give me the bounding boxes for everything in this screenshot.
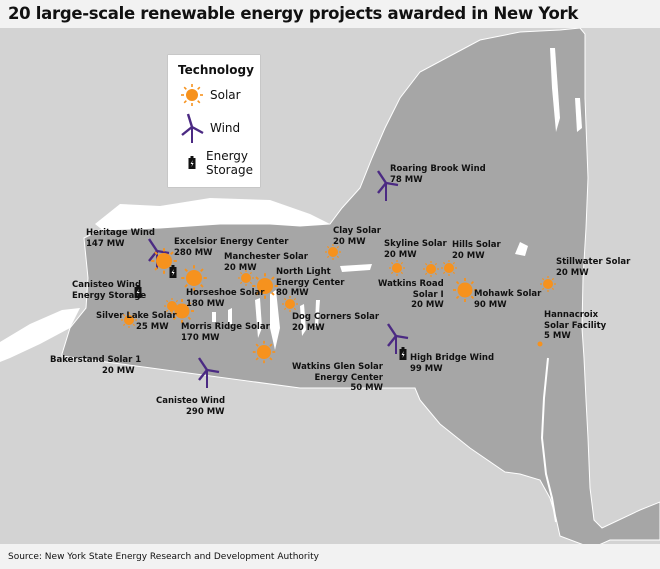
- label-line: Clay Solar: [333, 226, 381, 236]
- label-line: Dog Corners Solar: [292, 312, 380, 322]
- legend-wind-label: Wind: [210, 121, 241, 135]
- legend-title: Technology: [178, 63, 254, 77]
- label-line: Energy Storage: [72, 290, 147, 301]
- label-line: Skyline Solar: [384, 239, 447, 249]
- map-area: [0, 28, 660, 544]
- label-line: 290 MW: [186, 406, 225, 417]
- label-line: 280 MW: [174, 247, 213, 258]
- label-north-light: North Light Energy Center 80 MW: [276, 267, 344, 299]
- label-line: Morris Ridge Solar: [181, 322, 270, 332]
- new-york-map: [0, 28, 660, 544]
- label-line: 80 MW: [276, 288, 309, 298]
- canisteo-wind-marker: [197, 356, 221, 390]
- label-line: 90 MW: [474, 299, 507, 310]
- skyline-solar-marker: [388, 259, 406, 277]
- label-line: 20 MW: [452, 250, 485, 261]
- label-line: Solar Facility: [544, 320, 607, 331]
- label-line: Heritage Wind: [86, 228, 156, 238]
- label-bakerstand: Bakerstand Solar 1 20 MW: [50, 355, 141, 376]
- legend: Technology Solar Wind Energy Storage: [168, 55, 260, 187]
- label-line: Roaring Brook Wind: [390, 164, 486, 174]
- label-stillwater: Stillwater Solar 20 MW: [556, 257, 630, 278]
- label-line: High Bridge Wind: [410, 353, 495, 363]
- label-line: North Light: [276, 267, 331, 277]
- legend-solar-label: Solar: [210, 88, 241, 102]
- label-line: 78 MW: [390, 174, 423, 185]
- label-line: 20 MW: [224, 262, 257, 273]
- watkins-road-solar-marker: [422, 260, 440, 278]
- label-line: 147 MW: [86, 238, 125, 249]
- label-heritage-wind: Heritage Wind 147 MW: [86, 228, 155, 249]
- legend-storage-label: Energy Storage: [206, 149, 253, 177]
- label-line: 99 MW: [410, 363, 443, 374]
- label-line: Silver Lake Solar: [96, 311, 177, 321]
- label-canisteo-storage: Canisteo Wind Energy Storage: [72, 280, 146, 301]
- label-line: Horseshoe Solar: [186, 288, 265, 298]
- label-line: Canisteo Wind: [156, 396, 226, 406]
- label-line: 20 MW: [292, 322, 325, 333]
- label-line: 20 MW: [411, 300, 444, 310]
- finger-lakes: [212, 48, 582, 350]
- high-bridge-storage-marker: [399, 347, 407, 360]
- hannacroix-solar-marker: [537, 341, 543, 347]
- legend-storage-line1: Energy: [206, 149, 249, 163]
- label-line: 20 MW: [333, 236, 366, 247]
- wind-icon: [181, 113, 204, 143]
- hudson-river: [540, 357, 557, 523]
- label-high-bridge: High Bridge Wind 99 MW: [410, 353, 494, 374]
- label-line: Watkins Road: [378, 279, 444, 289]
- label-line: Watkins Glen Solar: [292, 362, 383, 372]
- hills-solar-marker: [440, 259, 458, 277]
- label-line: 180 MW: [186, 298, 225, 309]
- label-line: Manchester Solar: [224, 252, 308, 262]
- label-line: 20 MW: [102, 365, 135, 376]
- label-hills: Hills Solar 20 MW: [452, 240, 501, 261]
- label-line: Mohawk Solar: [474, 289, 542, 299]
- label-watkins-glen: Watkins Glen Solar Energy Center 50 MW: [292, 362, 383, 394]
- watkins-glen-solar-marker: [251, 339, 277, 365]
- label-line: Excelsior Energy Center: [174, 237, 289, 247]
- label-line: Canisteo Wind: [72, 280, 142, 290]
- lake-erie: [0, 308, 80, 362]
- battery-icon: [188, 156, 196, 169]
- lake-ontario: [95, 198, 330, 236]
- label-line: 5 MW: [544, 331, 571, 341]
- new-york-state-shape: [61, 28, 660, 544]
- source-note: Source: New York State Energy Research a…: [8, 552, 319, 562]
- horseshoe-solar-marker: [180, 264, 208, 292]
- map-title: 20 large-scale renewable energy projects…: [8, 4, 579, 23]
- label-line: 20 MW: [384, 249, 417, 260]
- label-line: Hannacroix: [544, 310, 599, 320]
- label-line: Energy Center: [314, 372, 383, 383]
- solar-icon: [181, 84, 203, 106]
- label-manchester: Manchester Solar 20 MW: [224, 252, 308, 273]
- label-excelsior: Excelsior Energy Center 280 MW: [174, 237, 288, 258]
- label-hannacroix: Hannacroix Solar Facility 5 MW: [544, 310, 606, 342]
- label-line: 170 MW: [181, 332, 220, 343]
- label-horseshoe: Horseshoe Solar 180 MW: [186, 288, 264, 309]
- label-line: 50 MW: [350, 383, 383, 393]
- label-line: 20 MW: [556, 267, 589, 278]
- label-line: 25 MW: [136, 321, 169, 332]
- label-roaring-brook: Roaring Brook Wind 78 MW: [390, 164, 486, 185]
- label-silver-lake: Silver Lake Solar 25 MW: [96, 311, 177, 332]
- label-morris-ridge: Morris Ridge Solar 170 MW: [181, 322, 270, 343]
- legend-storage-line2: Storage: [206, 163, 253, 177]
- stillwater-solar-marker: [539, 275, 557, 293]
- label-line: Energy Center: [276, 277, 345, 288]
- label-line: Solar I: [412, 289, 444, 300]
- excelsior-storage-marker: [169, 265, 177, 278]
- project-markers: [120, 169, 557, 390]
- label-clay: Clay Solar 20 MW: [333, 226, 381, 247]
- label-dog-corners: Dog Corners Solar 20 MW: [292, 312, 379, 333]
- label-line: Bakerstand Solar 1: [50, 355, 142, 365]
- label-line: Hills Solar: [452, 240, 501, 250]
- label-line: Stillwater Solar: [556, 257, 631, 267]
- label-mohawk: Mohawk Solar 90 MW: [474, 289, 541, 310]
- label-canisteo-wind: Canisteo Wind 290 MW: [156, 396, 225, 417]
- label-watkins-road: Watkins Road Solar I 20 MW: [378, 279, 444, 311]
- label-skyline: Skyline Solar 20 MW: [384, 239, 447, 260]
